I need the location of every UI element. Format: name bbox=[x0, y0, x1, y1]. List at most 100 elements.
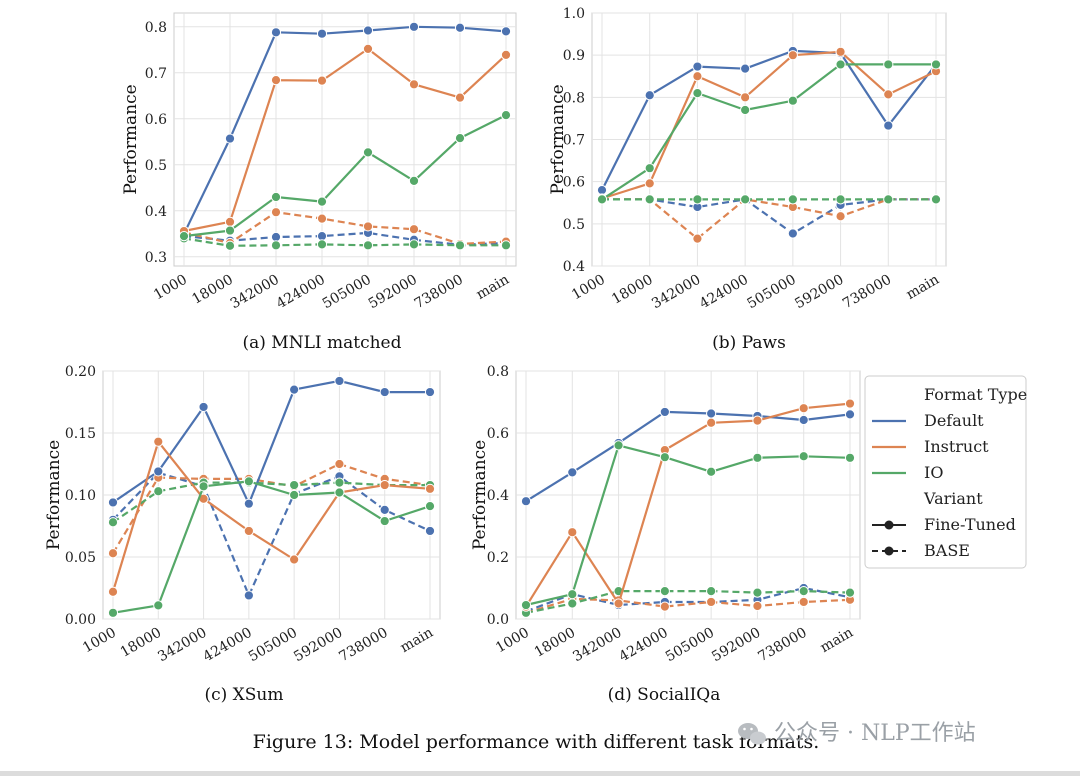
xsum-line-default-finetuned bbox=[112, 379, 430, 505]
socialiqa-point-io-finetuned bbox=[798, 451, 809, 462]
paws-point-io-finetuned bbox=[787, 95, 798, 106]
socialiqa-point-instruct-base bbox=[659, 601, 670, 612]
paws-ytick-label: 0.4 bbox=[563, 259, 585, 275]
mnli-point-instruct-base bbox=[408, 224, 420, 235]
paws-caption: (b) Paws bbox=[712, 333, 786, 353]
legend-base-marker bbox=[884, 546, 894, 556]
paws-ytick-label: 1.0 bbox=[563, 6, 585, 22]
paws-xtick-label: 424000 bbox=[697, 272, 751, 313]
socialiqa-point-default-finetuned bbox=[567, 467, 578, 478]
xsum-point-io-base bbox=[334, 477, 345, 488]
mnli-line-instruct-base bbox=[183, 211, 507, 245]
paws-xtick-label: main bbox=[904, 272, 942, 303]
paws-point-io-finetuned bbox=[596, 194, 608, 205]
paws-xtick-label: 1000 bbox=[569, 272, 608, 304]
paws-point-io-finetuned bbox=[740, 104, 751, 116]
xsum-point-io-finetuned bbox=[153, 600, 164, 611]
mnli-xtick-label: 505000 bbox=[320, 272, 374, 313]
socialiqa-point-default-finetuned bbox=[844, 409, 856, 420]
mnli-point-io-finetuned bbox=[270, 191, 282, 203]
xsum-point-io-base bbox=[153, 486, 164, 497]
xsum-point-instruct-base bbox=[334, 458, 345, 470]
paws-point-io-base bbox=[740, 194, 751, 205]
socialiqa-xtick-label: 424000 bbox=[617, 625, 671, 666]
xsum-point-default-finetuned bbox=[153, 466, 164, 477]
mnli-ytick-label: 0.5 bbox=[145, 158, 167, 174]
xsum-point-instruct-finetuned bbox=[424, 483, 436, 494]
paws-point-instruct-base bbox=[835, 211, 846, 222]
mnli-point-default-finetuned bbox=[500, 26, 512, 37]
socialiqa-point-io-base bbox=[798, 586, 809, 597]
chart-panel-paws: 0.4 0.5 0.6 0.7 0.8 0.9 1.0 1000 180003420004240… bbox=[548, 6, 947, 353]
mnli-point-instruct-finetuned bbox=[454, 92, 466, 103]
mnli-point-instruct-finetuned bbox=[500, 49, 512, 60]
socialiqa-point-io-base bbox=[844, 587, 856, 598]
xsum-xtick-label: 592000 bbox=[291, 625, 345, 666]
mnli-line-io-finetuned bbox=[183, 114, 507, 238]
paws-point-io-finetuned bbox=[930, 59, 942, 70]
xsum-ytick-label: 0.15 bbox=[65, 426, 96, 442]
socialiqa-line-instruct-finetuned bbox=[525, 402, 851, 608]
paws-point-instruct-finetuned bbox=[644, 178, 655, 189]
mnli-point-instruct-finetuned bbox=[362, 43, 374, 54]
paws-point-io-base bbox=[835, 194, 846, 205]
figure-caption: Figure 13: Model performance with differ… bbox=[253, 731, 820, 753]
mnli-point-io-base bbox=[454, 240, 466, 251]
mnli-ytick-label: 0.6 bbox=[145, 112, 167, 128]
mnli-point-io-finetuned bbox=[362, 147, 374, 158]
mnli-point-io-base bbox=[224, 240, 236, 251]
mnli-ylabel: Performance bbox=[121, 84, 141, 194]
socialiqa-ylabel: Performance bbox=[470, 440, 490, 550]
socialiqa-xtick-label: 18000 bbox=[532, 625, 579, 661]
mnli-ytick-label: 0.4 bbox=[145, 204, 167, 220]
paws-ylabel: Performance bbox=[548, 84, 568, 194]
socialiqa-point-default-finetuned bbox=[659, 406, 670, 418]
paws-ytick-label: 0.9 bbox=[563, 48, 585, 64]
socialiqa-point-instruct-finetuned bbox=[613, 598, 624, 609]
socialiqa-point-io-base bbox=[706, 586, 717, 597]
mnli-point-io-finetuned bbox=[178, 231, 190, 242]
paws-point-io-base bbox=[883, 194, 894, 205]
legend-io-label: IO bbox=[924, 463, 943, 482]
xsum-ytick-label: 0.10 bbox=[65, 488, 96, 504]
xsum-caption: (c) XSum bbox=[204, 685, 283, 705]
paws-point-default-finetuned bbox=[692, 61, 703, 72]
socialiqa-point-io-finetuned bbox=[659, 452, 670, 463]
socialiqa-point-io-finetuned bbox=[567, 589, 578, 600]
xsum-point-instruct-base bbox=[107, 548, 119, 559]
xsum-point-io-finetuned bbox=[289, 489, 300, 501]
legend: Format Type Default Instruct IO Variant … bbox=[864, 375, 1027, 569]
paws-point-io-base bbox=[644, 194, 655, 205]
xsum-xtick-label: 1000 bbox=[80, 625, 119, 657]
paws-point-instruct-finetuned bbox=[692, 71, 703, 82]
paws-line-io-finetuned bbox=[601, 63, 936, 201]
socialiqa-line-instruct-base bbox=[525, 597, 851, 614]
xsum-point-io-base bbox=[289, 479, 300, 491]
xsum-point-default-finetuned bbox=[379, 386, 390, 398]
paws-xtick-label: 505000 bbox=[745, 272, 799, 313]
socialiqa-xtick-label: 1000 bbox=[493, 625, 532, 657]
socialiqa-xtick-label: 738000 bbox=[755, 625, 809, 666]
mnli-point-io-finetuned bbox=[500, 110, 512, 121]
mnli-line-instruct-finetuned bbox=[183, 47, 507, 233]
socialiqa-line-io-base bbox=[525, 589, 851, 614]
mnli-point-instruct-finetuned bbox=[270, 75, 282, 86]
xsum-point-io-base bbox=[107, 517, 119, 528]
xsum-point-default-finetuned bbox=[334, 375, 345, 387]
xsum-line-io-finetuned bbox=[112, 480, 431, 614]
legend-base-label: BASE bbox=[924, 541, 970, 560]
mnli-line-default-finetuned bbox=[183, 25, 507, 235]
socialiqa-point-instruct-finetuned bbox=[844, 398, 856, 409]
mnli-xtick-label: 342000 bbox=[228, 272, 282, 313]
socialiqa-ytick-label: 0.0 bbox=[487, 612, 509, 628]
socialiqa-xtick-label: 342000 bbox=[570, 625, 624, 666]
mnli-ytick-label: 0.7 bbox=[145, 66, 167, 82]
paws-point-instruct-finetuned bbox=[740, 92, 751, 103]
chart-panel-socialiqa: 0.0 0.2 0.4 0.6 0.8 1000 180003420004240005050… bbox=[470, 364, 861, 705]
mnli-line-io-base bbox=[183, 237, 506, 247]
mnli-point-io-finetuned bbox=[408, 175, 420, 186]
xsum-xtick-label: main bbox=[398, 625, 436, 656]
legend-finetuned-marker bbox=[884, 520, 894, 530]
socialiqa-point-io-base bbox=[659, 586, 670, 597]
